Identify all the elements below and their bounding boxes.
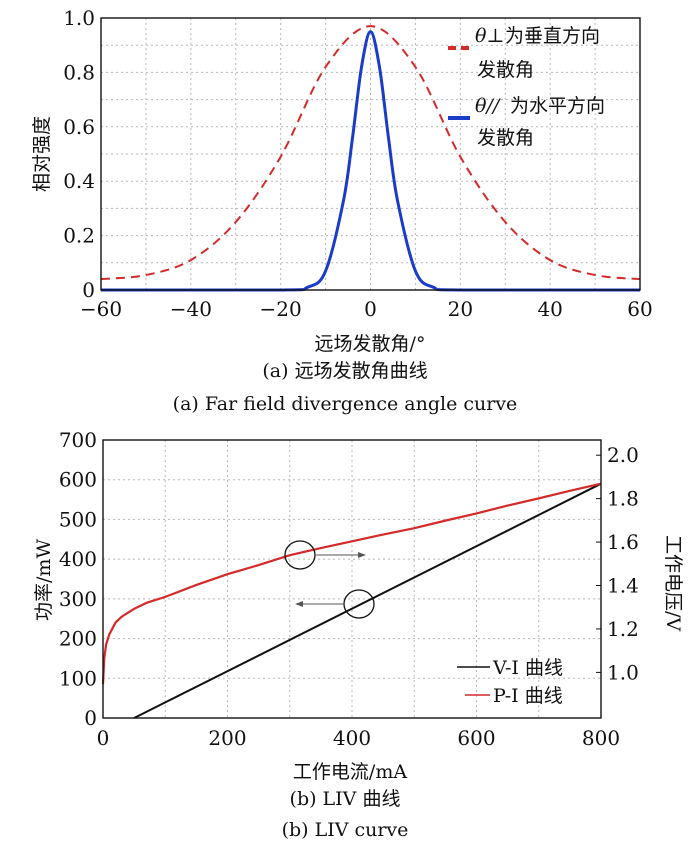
chart-b-ytick-right-label: 1.6 <box>607 530 639 554</box>
legend-par-symbol: θ// <box>475 95 501 117</box>
chart-b-ytick-left-label: 0 <box>84 706 97 730</box>
pi-curve-line <box>101 482 602 685</box>
far-field-chart: −60 −40 −20 0 20 40 60 0 0.2 0.4 0.6 0.8 1.0 θ⊥ 为垂直方… <box>31 6 653 415</box>
chart-b-annotations <box>284 540 375 619</box>
chart-a-xtick-label: 20 <box>448 297 473 321</box>
chart-b-ytick-left-label: 500 <box>59 507 97 531</box>
chart-b-ytick-left-label: 400 <box>59 547 97 571</box>
chart-b-ytick-left-label: 600 <box>59 468 97 492</box>
chart-a-ylabel: 相对强度 <box>31 116 53 192</box>
chart-a-series <box>100 25 641 292</box>
chart-a-xtick-label: 40 <box>537 297 562 321</box>
chart-b-ytick-right-label: 1.0 <box>607 660 639 684</box>
chart-b-ytick-left-label: 300 <box>59 587 97 611</box>
chart-b-xtick-label: 0 <box>97 726 110 750</box>
chart-b-ytick-right-label: 1.2 <box>607 617 639 641</box>
pi-annotation-arrowhead <box>358 552 366 558</box>
chart-b-ylabel-left: 功率/mW <box>33 539 55 621</box>
chart-a-ytick-label: 0.2 <box>63 224 95 248</box>
chart-a-xtick-label: −20 <box>260 297 302 321</box>
vi-annotation-arrowhead <box>295 601 303 607</box>
legend-perp-text2: 发散角 <box>477 59 534 81</box>
chart-b-ticks: 0 200 400 600 800 0 100 200 300 400 500 600 700 1.0 1.… <box>59 428 639 750</box>
legend-pi-label: P-I 曲线 <box>493 685 563 707</box>
vi-curve-line <box>133 482 602 719</box>
chart-a-xtick-label: 0 <box>364 297 377 321</box>
chart-a-grid <box>101 18 640 290</box>
legend-par-text2: 发散角 <box>477 127 534 149</box>
chart-b-xtick-label: 800 <box>582 726 620 750</box>
chart-a-xtick-label: −40 <box>170 297 212 321</box>
chart-a-ytick-label: 0 <box>82 278 95 302</box>
chart-b-frame <box>102 439 602 719</box>
legend-perp-text: 为垂直方向 <box>505 25 600 47</box>
chart-a-frame <box>100 17 641 291</box>
chart-a-legend: θ⊥ 为垂直方向 发散角 θ// 为水平方向 发散角 <box>448 25 605 149</box>
chart-b-ylabel-right: 工作电压/V <box>662 535 684 631</box>
chart-b-ytick-right-label: 2.0 <box>607 443 639 467</box>
vertical-divergence-line <box>100 25 641 281</box>
vi-annotation-circle <box>343 589 375 619</box>
horizontal-divergence-line <box>101 30 640 292</box>
chart-b-legend: V-I 曲线 P-I 曲线 <box>457 657 563 707</box>
chart-a-ytick-label: 0.4 <box>63 169 95 193</box>
chart-b-ytick-right-label: 1.4 <box>607 574 639 598</box>
chart-b-xtick-label: 200 <box>208 726 246 750</box>
chart-b-series <box>101 482 602 719</box>
chart-b-ytick-left-label: 700 <box>59 428 97 452</box>
chart-a-ticks: −60 −40 −20 0 20 40 60 0 0.2 0.4 0.6 0.8 1.0 <box>63 6 653 321</box>
chart-a-xtick-label: 60 <box>627 297 652 321</box>
chart-b-xlabel: 工作电流/mA <box>293 761 407 783</box>
chart-a-xtick-label: −60 <box>80 297 122 321</box>
chart-b-ytick-left-label: 100 <box>59 666 97 690</box>
chart-a-ytick-label: 1.0 <box>63 6 95 30</box>
chart-a-caption-cn: (a) 远场发散角曲线 <box>262 360 427 382</box>
legend-vi-label: V-I 曲线 <box>492 657 563 679</box>
legend-perp-symbol: θ⊥ <box>475 25 504 47</box>
chart-a-xlabel: 远场发散角/° <box>315 333 426 355</box>
chart-b-xtick-label: 400 <box>333 726 371 750</box>
chart-b-xtick-label: 600 <box>457 726 495 750</box>
legend-par-text: 为水平方向 <box>510 95 605 117</box>
chart-a-caption-en: (a) Far field divergence angle curve <box>173 393 518 415</box>
chart-b-caption-cn: (b) LIV 曲线 <box>290 788 401 810</box>
chart-b-ytick-left-label: 200 <box>59 627 97 651</box>
chart-a-ytick-label: 0.6 <box>63 115 95 139</box>
chart-a-ytick-label: 0.8 <box>63 60 95 84</box>
chart-b-ytick-right-label: 1.8 <box>607 487 639 511</box>
liv-chart: 0 200 400 600 800 0 100 200 300 400 500 600 700 1.0 1.… <box>33 428 684 841</box>
chart-b-caption-en: (b) LIV curve <box>282 819 409 841</box>
